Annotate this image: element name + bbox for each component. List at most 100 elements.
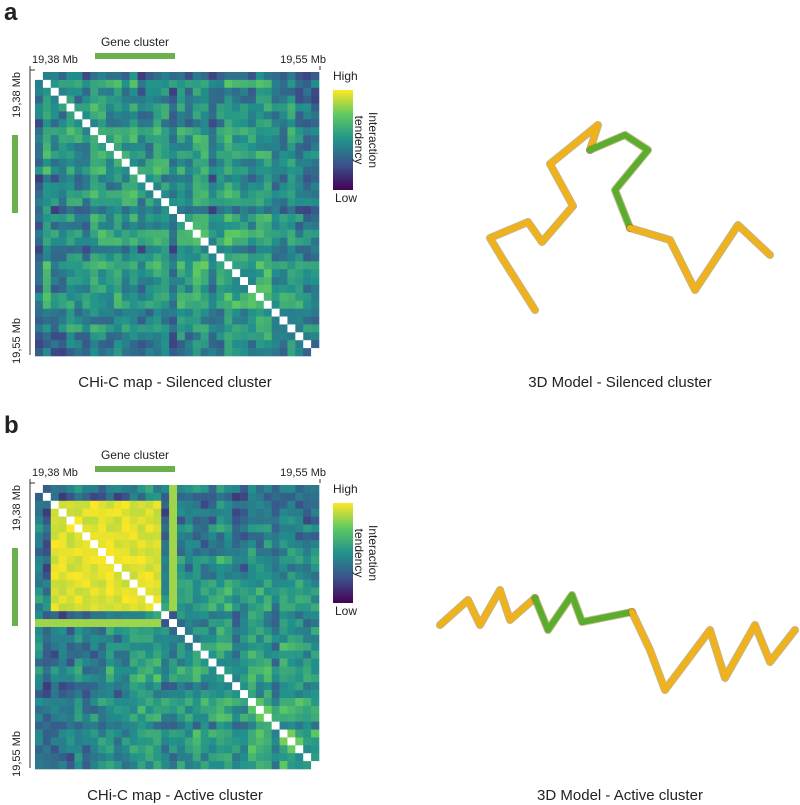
heatmap-cell [287,300,296,309]
heatmap-cell [113,713,123,722]
heatmap-cell [232,611,241,620]
heatmap-cell [74,492,83,502]
heatmap-cell [279,127,288,136]
heatmap-cell [153,285,162,294]
heatmap-cell [271,508,280,517]
heatmap-cell [161,563,170,573]
heatmap-cell [58,269,67,278]
heatmap-cell [66,627,75,636]
heatmap-cell [311,166,320,175]
heatmap-cell [98,508,107,517]
heatmap-cell [248,729,257,738]
heatmap-cell [279,563,288,573]
heatmap-cell [113,143,123,152]
heatmap-cell [177,332,186,341]
heatmap-cell [240,72,249,81]
heatmap-cell [200,619,209,628]
heatmap-cell [177,285,186,294]
heatmap-cell [263,563,272,573]
heatmap-cell [200,111,209,120]
heatmap-cell [98,595,107,604]
heatmap-cell [50,135,59,144]
heatmap-cell [121,332,130,341]
heatmap-cell [82,666,91,675]
heatmap-cell [161,143,170,152]
heatmap-cell [137,729,146,738]
heatmap-cell [137,253,146,262]
heatmap-cell [263,587,272,596]
heatmap-cell [35,571,44,580]
heatmap-cell [121,540,130,549]
heatmap-cell [279,103,288,112]
heatmap-cell [145,682,154,691]
heatmap-cell [106,182,115,191]
heatmap-cell [113,674,123,683]
heatmap-cell [42,198,52,207]
heatmap-cell [121,229,130,238]
heatmap-cell [287,713,296,722]
heatmap-cell [208,150,217,160]
heatmap-cell [153,190,162,199]
heatmap-cell [303,332,312,341]
heatmap-cell [184,563,194,573]
heatmap-cell [279,300,288,309]
heatmap-cell [224,634,233,644]
heatmap-cell [121,587,130,596]
heatmap-cell [295,548,304,557]
heatmap-cell [248,682,257,691]
heatmap-cell [263,682,272,691]
heatmap-cell [137,174,146,183]
heatmap-cell [200,563,209,573]
heatmap-cell [177,619,186,628]
heatmap-cell [248,492,257,502]
heatmap-cell [192,237,201,246]
heatmap-cell [82,563,91,573]
heatmap-cell [279,150,288,160]
heatmap-cell [232,111,241,120]
heatmap-cell [263,119,272,128]
heatmap-cell [287,127,296,136]
heatmap-cell [248,308,257,317]
heatmap-cell [50,563,59,573]
heatmap-cell [311,253,320,262]
heatmap-cell [121,143,130,152]
heatmap-cell [161,277,170,286]
heatmap-cell [287,245,296,254]
colorbar [333,90,353,190]
heatmap-cell [184,348,194,357]
heatmap-cell [169,619,178,628]
heatmap-cell [145,221,154,231]
heatmap-cell [42,595,52,604]
heatmap-cell [311,87,320,96]
heatmap-cell [121,698,130,707]
heatmap-cell [303,72,312,81]
heatmap-cell [248,158,257,167]
heatmap-cell [255,587,265,596]
heatmap-cell [35,713,44,722]
heatmap-cell [161,713,170,722]
heatmap-cell [35,150,44,160]
heatmap-cell [295,182,304,191]
heatmap-cell [271,627,280,636]
heatmap-cell [58,563,67,573]
heatmap-cell [200,761,209,770]
heatmap-cell [169,753,178,762]
heatmap-cell [232,603,241,612]
colorbar-title: tendency [352,529,366,578]
heatmap-cell [35,516,44,525]
heatmap-cell [58,682,67,691]
heatmap-cell [74,698,83,707]
heatmap-cell [50,308,59,317]
heatmap-cell [90,492,99,502]
heatmap-cell [121,348,130,357]
heatmap-cell [303,524,312,533]
heatmap-cell [295,166,304,175]
heatmap-cell [248,611,257,620]
heatmap-cell [224,229,233,238]
heatmap-cell [66,182,75,191]
heatmap-cell [66,603,75,612]
heatmap-cell [287,261,296,270]
heatmap-cell [216,737,225,746]
heatmap-cell [192,340,201,349]
heatmap-cell [255,737,265,746]
